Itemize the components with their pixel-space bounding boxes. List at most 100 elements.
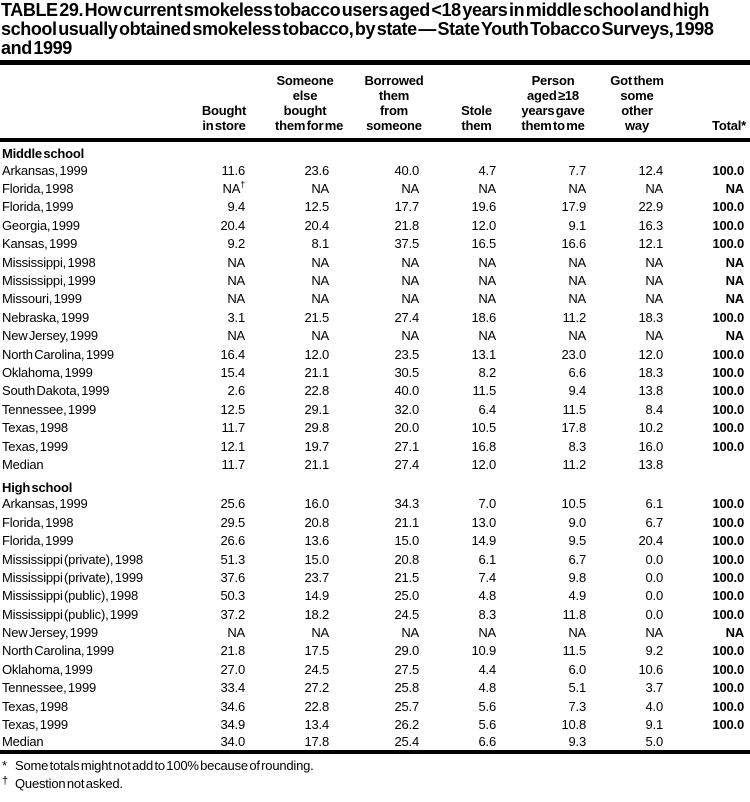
value-cell: 15.0 [394,533,419,549]
value-cell: 9.5 [568,533,587,549]
total-cell: 100.0 [712,551,744,567]
value-cell: 13.6 [304,533,329,549]
value-cell: 21.8 [394,217,419,233]
value-cell: 40.0 [394,383,419,399]
table-row: North Carolina, 1999 16.4 12.0 23.5 13.1 23.0… [0,345,750,363]
value-cell: 21.1 [304,364,329,380]
state-cell: Texas, 1998 [2,698,68,714]
state-cell: Oklahoma, 1999 [2,364,93,380]
table-row: Oklahoma, 1999 15.4 21.1 30.5 8.2 6.6 18.3 100.… [0,363,750,381]
total-cell: 100.0 [712,383,744,399]
value-cell: 16.3 [638,217,663,233]
state-cell: Texas, 1998 [2,420,68,436]
total-cell: 100.0 [712,199,744,215]
header-line: Stole [461,103,492,118]
value-cell: 29.5 [220,514,245,530]
total-cell: NA [725,273,745,289]
state-cell: Florida, 1998 [2,181,74,197]
footnote-question-not-asked: † Question not asked. [0,775,750,794]
column-header-borrowed: Borrowed them from someone [335,65,425,142]
state-cell: Texas, 1999 [2,438,68,454]
column-header-other-way: Got them some other way [592,65,669,142]
value-cell: 0.0 [645,588,664,604]
value-cell: 14.9 [304,588,329,604]
state-cell: Mississippi (private), 1998 [2,551,143,567]
value-cell: NA [311,291,329,307]
table-row: Texas, 1998 11.7 29.8 20.0 10.5 17.8 10.2 100.0 [0,418,750,436]
total-cell: 100.0 [712,588,744,604]
value-cell: 6.1 [645,496,664,512]
table-row: Mississippi (private), 1999 37.6 23.7 21.5 7… [0,568,750,586]
state-cell: New Jersey, 1999 [2,328,98,344]
state-cell: Missouri, 1999 [2,291,82,307]
header-line: years gave [521,103,585,118]
state-cell: New Jersey, 1999 [2,625,98,641]
value-cell: 17.8 [561,420,586,436]
header-line: Person [531,73,575,88]
value-cell: 4.4 [478,661,497,677]
header-line: Bought [201,103,247,118]
value-cell: 18.2 [304,606,329,622]
value-cell: 27.5 [394,661,419,677]
value-cell: 19.7 [304,438,329,454]
value-cell: NA [645,254,663,270]
value-cell: NA [645,291,663,307]
value-cell: NA [478,625,496,641]
value-cell: NA [401,181,419,197]
total-cell [669,455,750,473]
value-cell: NA [645,328,663,344]
column-header-stole-them: Stole them [425,65,502,142]
table-row: New Jersey, 1999 NA NA NA NA NA NA NA [0,623,750,641]
column-header-state [0,65,185,142]
value-cell: 12.1 [638,236,663,252]
value-cell: 5.0 [645,734,664,750]
footnote-text: Some totals might not add to 100% becaus… [15,758,314,774]
value-cell: 11.7 [221,420,245,436]
value-cell: NA [478,328,496,344]
value-cell: NA [401,625,419,641]
value-cell: 25.4 [394,734,419,750]
footnote-text: Question not asked. [15,776,123,792]
table-row: Mississippi (private), 1998 51.3 15.0 20.8 6… [0,550,750,568]
total-cell: NA [725,291,745,307]
table-row: Median 11.7 21.1 27.4 12.0 11.2 13.8 [0,455,750,473]
table-body: Middle school Arkansas, 1999 11.6 23.6 40.0 4… [0,140,750,752]
total-cell: 100.0 [712,680,744,696]
state-cell: South Dakota, 1999 [2,383,110,399]
table-row: Missouri, 1999 NA NA NA NA NA NA NA [0,290,750,308]
title-divider-rule [0,60,750,65]
state-cell: Median [2,734,44,750]
value-cell: 21.5 [304,309,329,325]
header-line: from [379,103,409,118]
value-cell: 6.7 [645,514,664,530]
header-line: some [620,88,654,103]
table-row: Texas, 1999 34.9 13.4 26.2 5.6 10.8 9.1 100.0 [0,715,750,733]
value-cell: 3.7 [645,680,664,696]
value-cell: 30.5 [394,364,419,380]
state-cell: Mississippi, 1999 [2,273,96,289]
value-cell: NA [645,181,663,197]
value-cell: NA [478,273,496,289]
state-cell: Arkansas, 1999 [2,162,88,178]
state-cell: Georgia, 1999 [2,217,80,233]
value-cell: 24.5 [394,606,419,622]
total-cell: 100.0 [712,401,744,417]
value-cell: NA [568,273,586,289]
value-cell: 17.9 [561,199,586,215]
total-cell: NA [725,328,745,344]
value-cell: 3.1 [227,309,246,325]
total-cell [669,734,750,752]
state-cell: Nebraska, 1999 [2,309,89,325]
value-cell: 0.0 [645,551,664,567]
table-row: South Dakota, 1999 2.6 22.8 40.0 11.5 9.4 13.8… [0,382,750,400]
value-cell: 29.8 [304,420,329,436]
value-cell: 34.3 [394,496,419,512]
value-cell: 34.0 [220,734,245,750]
table-header: Bought in store Someone else bought them… [0,65,750,142]
table-row: Kansas, 1999 9.2 8.1 37.5 16.5 16.6 12.1 100.0 [0,235,750,253]
value-cell: 21.8 [220,643,245,659]
header-line: them [461,118,492,133]
table-row: Median 34.0 17.8 25.4 6.6 9.3 5.0 [0,734,750,752]
value-cell: 27.0 [220,661,245,677]
value-cell: 9.4 [568,383,587,399]
